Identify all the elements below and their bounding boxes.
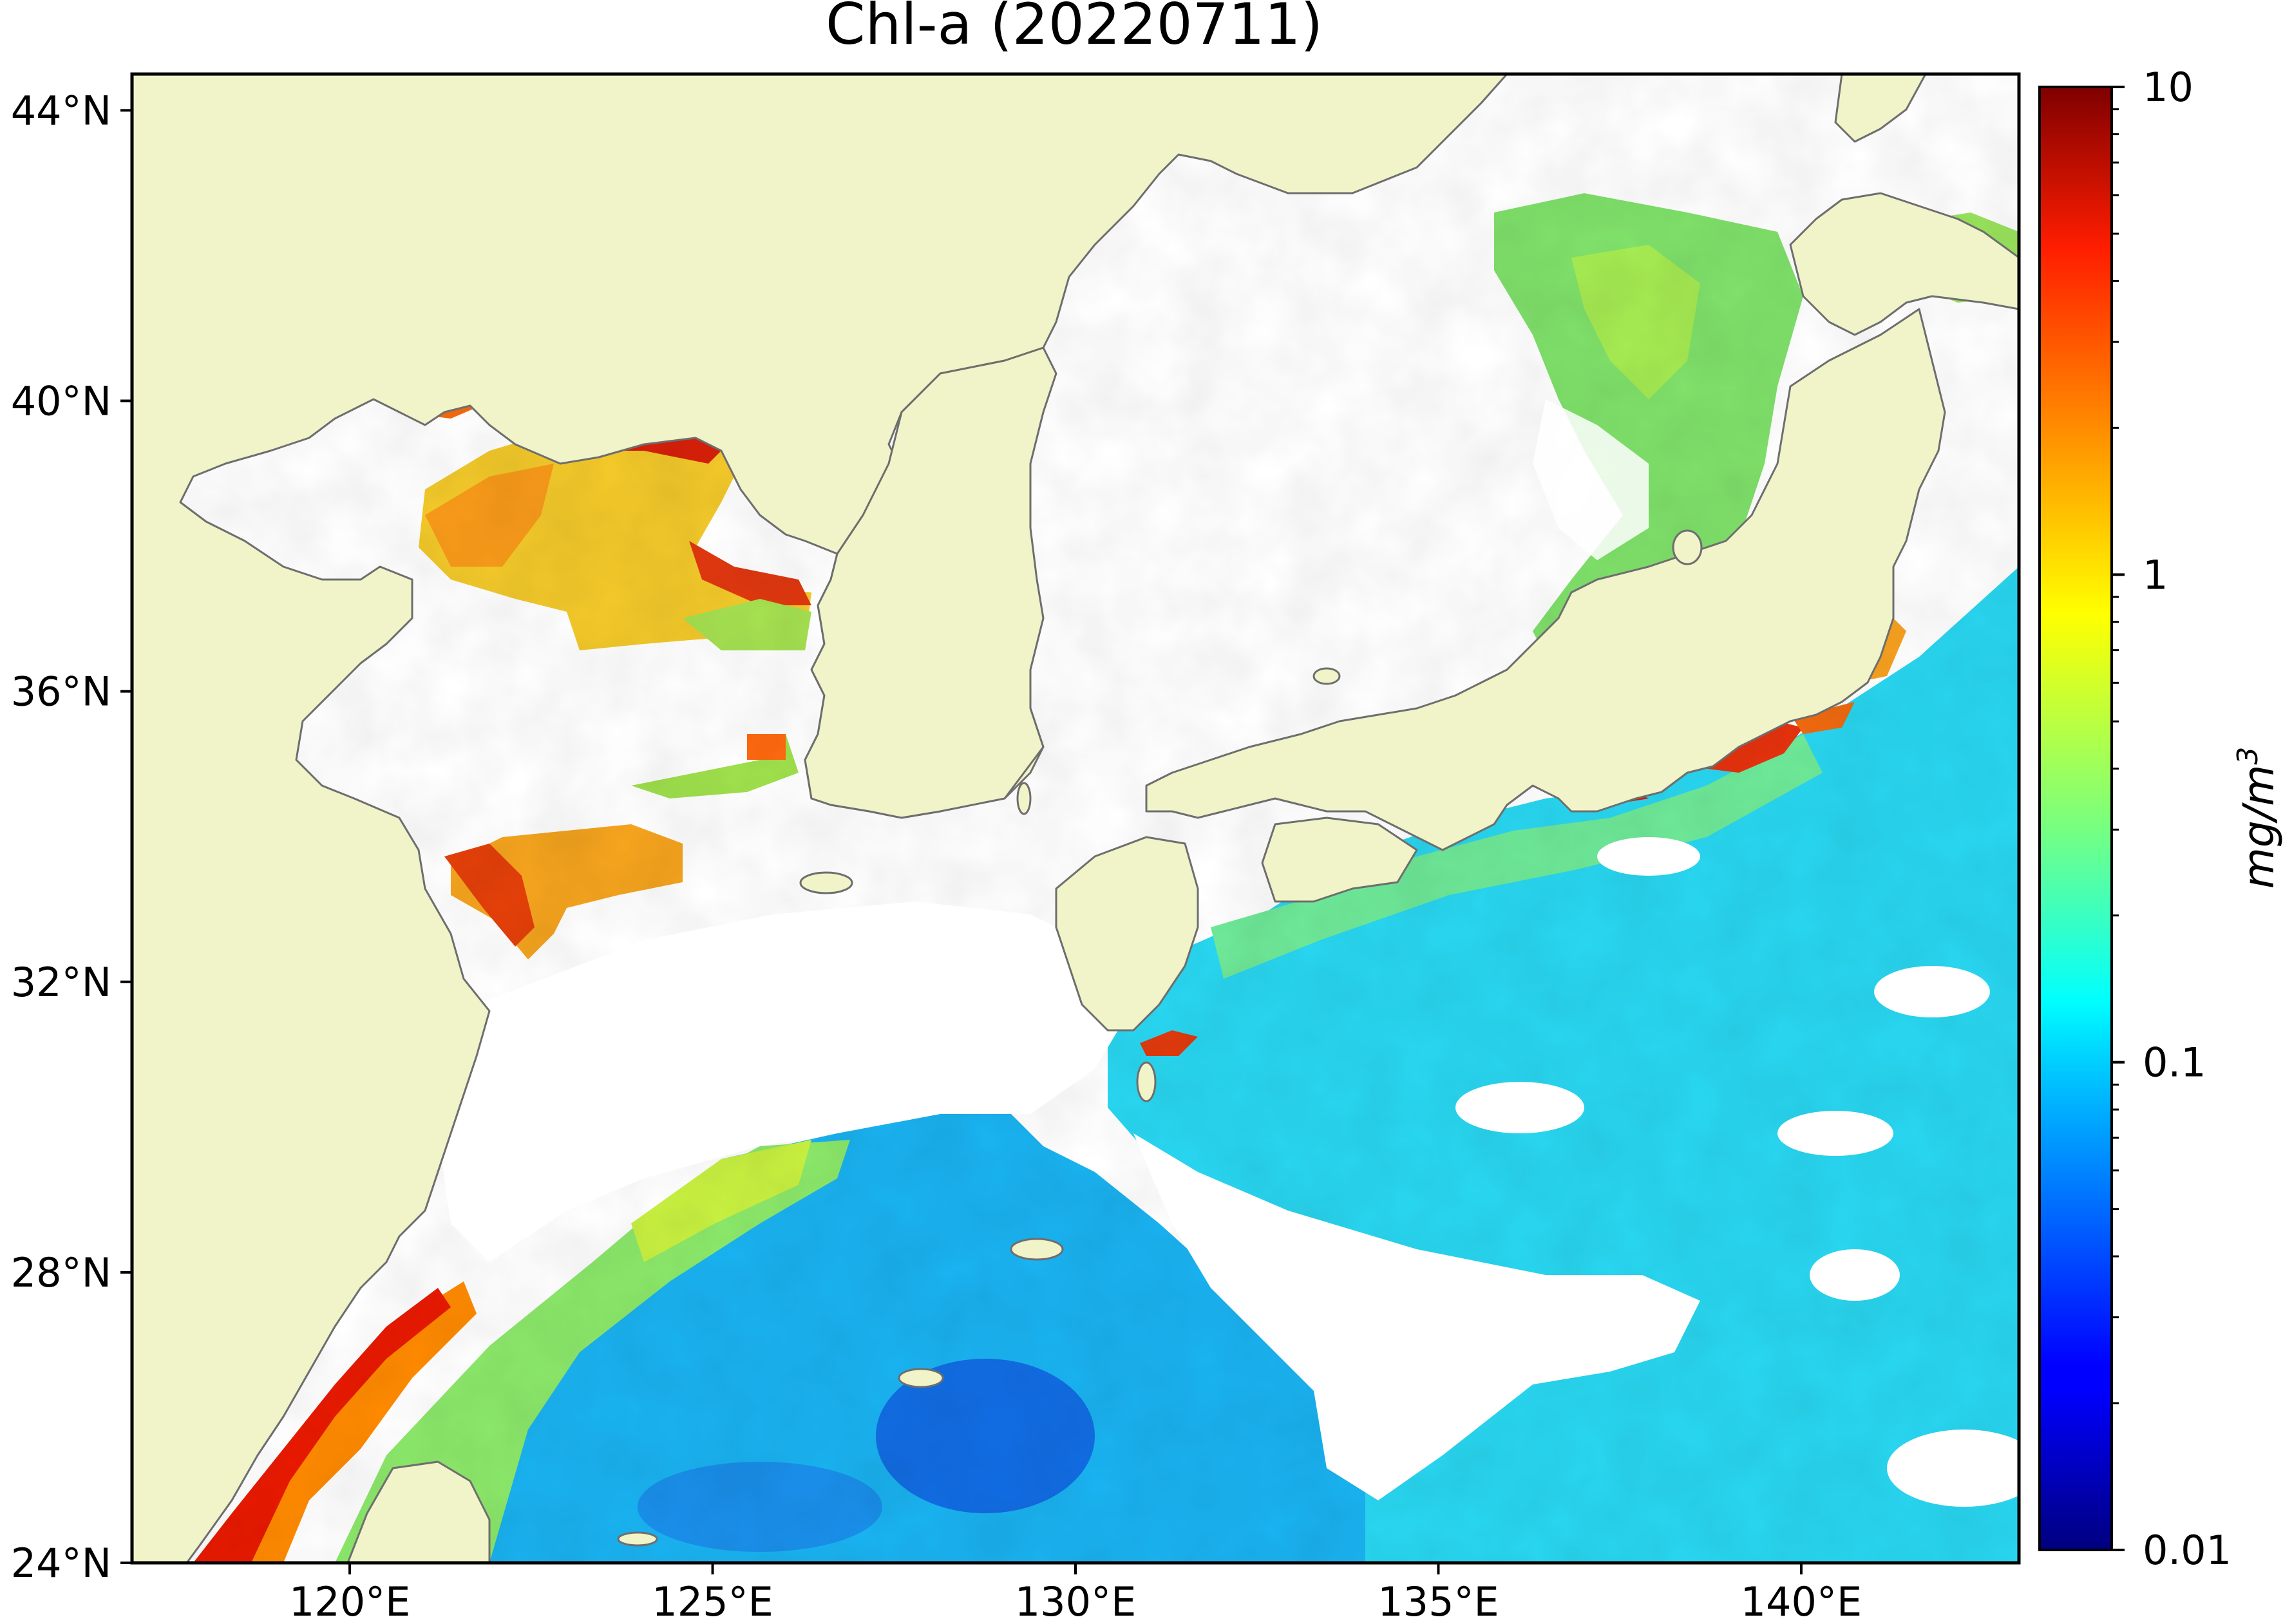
land-tsushima	[1016, 782, 1032, 815]
map-panel	[132, 74, 2019, 1563]
x-tick-label: 130°E	[1015, 1578, 1137, 1624]
cloud-mask-layer	[438, 399, 2019, 1507]
colorbar-label-base: mg/m	[2234, 765, 2283, 889]
land-okinawa	[898, 1368, 944, 1388]
y-tick-label: 28°N	[11, 1249, 111, 1296]
land-oki	[1312, 667, 1341, 685]
x-tick-label: 140°E	[1741, 1578, 1862, 1624]
colorbar-tick-label: 0.01	[2143, 1527, 2231, 1574]
x-tick-label: 135°E	[1378, 1578, 1499, 1624]
land-japan-kyushu	[1055, 836, 1199, 1032]
colorbar-tick-label: 0.1	[2143, 1039, 2206, 1086]
colorbar-tick-label: 1	[2143, 551, 2168, 598]
colorbar-ticks: 10 1 0.1 0.01	[2112, 64, 2231, 1574]
cloud-mask-ecs	[438, 902, 1133, 1262]
land-tanegashima	[1136, 1061, 1157, 1102]
cloud-patch-5	[1887, 1430, 2019, 1507]
land-jeju	[799, 871, 853, 894]
cloud-patch-3	[1874, 966, 1990, 1017]
cloud-patch-6	[1810, 1249, 1900, 1301]
land-japan-shikoku	[1261, 817, 1418, 903]
land-ishigaki	[617, 1531, 658, 1547]
land-korea-peninsula	[804, 346, 1057, 819]
cloud-mask-pacific-band	[1133, 1133, 1700, 1500]
chart-title: Chl-a (20220711)	[826, 0, 1323, 57]
x-tick-label: 125°E	[652, 1578, 773, 1624]
colorbar-label: mg/m3	[2231, 747, 2283, 889]
y-tick-label: 40°N	[11, 378, 111, 425]
land-amami	[1010, 1238, 1064, 1261]
land-taiwan	[346, 1460, 491, 1563]
cloud-patch-1	[1455, 1082, 1584, 1133]
colorbar-tick-label: 10	[2143, 64, 2193, 111]
land-japan-hokkaido	[1789, 192, 2019, 336]
y-tick-label: 32°N	[11, 959, 111, 1006]
colorbar	[2038, 86, 2113, 1551]
land-sado	[1672, 529, 1703, 565]
x-tick-label: 120°E	[289, 1578, 411, 1624]
cloud-patch-4	[1597, 837, 1700, 876]
x-axis: 120°E 125°E 130°E 135°E 140°E	[289, 1563, 1862, 1624]
cloud-patch-2	[1777, 1111, 1893, 1156]
land-layer	[132, 74, 2019, 1563]
y-tick-label: 24°N	[11, 1540, 111, 1587]
y-tick-label: 36°N	[11, 668, 111, 715]
colorbar-label-sup: 3	[2231, 747, 2264, 765]
land-japan-honshu	[1145, 308, 1946, 851]
y-axis: 24°N 28°N 32°N 36°N 40°N 44°N	[11, 87, 132, 1587]
land-sakhalin-tip	[1834, 74, 1927, 143]
y-tick-label: 44°N	[11, 87, 111, 134]
cloud-mask-japan-sea	[1533, 399, 1649, 560]
